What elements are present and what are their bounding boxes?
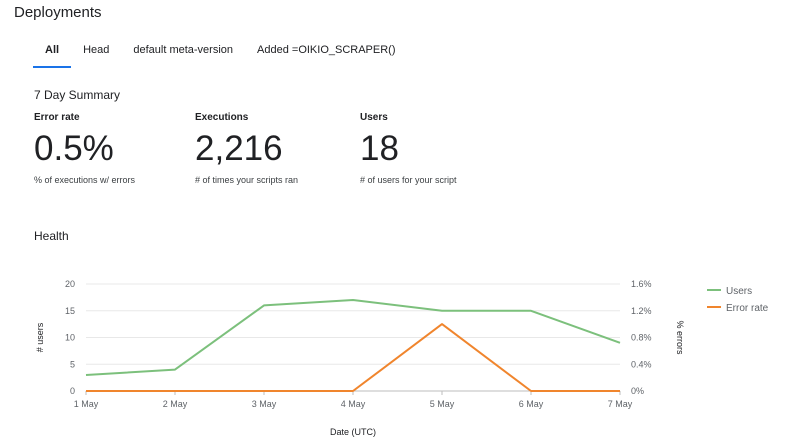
legend-label-users: Users [726, 286, 752, 297]
metric-description: # of users for your script [360, 175, 457, 185]
x-tick-label: 2 May [163, 399, 188, 409]
metric-value: 18 [360, 129, 399, 168]
x-tick-label: 6 May [519, 399, 544, 409]
summary-title: 7 Day Summary [34, 88, 121, 102]
metric-users: Users 18 # of users for your script [360, 112, 530, 185]
y-tick-label: 0 [70, 386, 75, 396]
x-tick-label: 1 May [74, 399, 99, 409]
page-title: Deployments [14, 4, 102, 21]
metric-error-rate: Error rate 0.5% % of executions w/ error… [34, 112, 204, 185]
y-tick-label: 15 [65, 306, 75, 316]
y2-tick-label: 1.6% [631, 279, 652, 289]
y-axis-title: # users [35, 322, 45, 352]
version-tabs: All Head default meta-version Added =OIK… [33, 36, 408, 68]
metric-value: 2,216 [195, 129, 283, 168]
tab-default-meta-version[interactable]: default meta-version [133, 44, 234, 56]
legend-label-error-rate: Error rate [726, 303, 769, 314]
x-tick-label: 5 May [430, 399, 455, 409]
metric-description: # of times your scripts ran [195, 175, 299, 185]
y2-tick-label: 0% [631, 386, 644, 396]
y2-tick-label: 0.8% [631, 333, 652, 343]
y-tick-label: 20 [65, 279, 75, 289]
metric-label: Executions [195, 112, 249, 123]
y2-tick-label: 1.2% [631, 306, 652, 316]
metric-description: % of executions w/ errors [34, 175, 136, 185]
metric-label: Error rate [34, 112, 80, 123]
y-tick-label: 5 [70, 359, 75, 369]
x-tick-label: 7 May [608, 399, 633, 409]
metric-label: Users [360, 112, 388, 123]
series-line-error-rate [86, 323, 620, 392]
health-chart: 0 0% 5 0.4% 10 0.8% 15 1.2% 20 1.6% 1 May 2 May 3 Ma… [35, 279, 769, 437]
tab-all[interactable]: All [33, 36, 72, 68]
x-tick-label: 3 May [252, 399, 277, 409]
metric-value: 0.5% [34, 129, 114, 168]
x-axis-title: Date (UTC) [330, 427, 376, 437]
y2-tick-label: 0.4% [631, 359, 652, 369]
health-title: Health [34, 229, 69, 243]
y2-axis-title: % errors [675, 320, 685, 355]
metric-executions: Executions 2,216 # of times your scripts… [195, 112, 365, 185]
x-tick-label: 4 May [341, 399, 366, 409]
y-tick-label: 10 [65, 333, 75, 343]
tab-head[interactable]: Head [83, 44, 110, 56]
tab-added-oikio-scraper[interactable]: Added =OIKIO_SCRAPER() [257, 44, 396, 56]
